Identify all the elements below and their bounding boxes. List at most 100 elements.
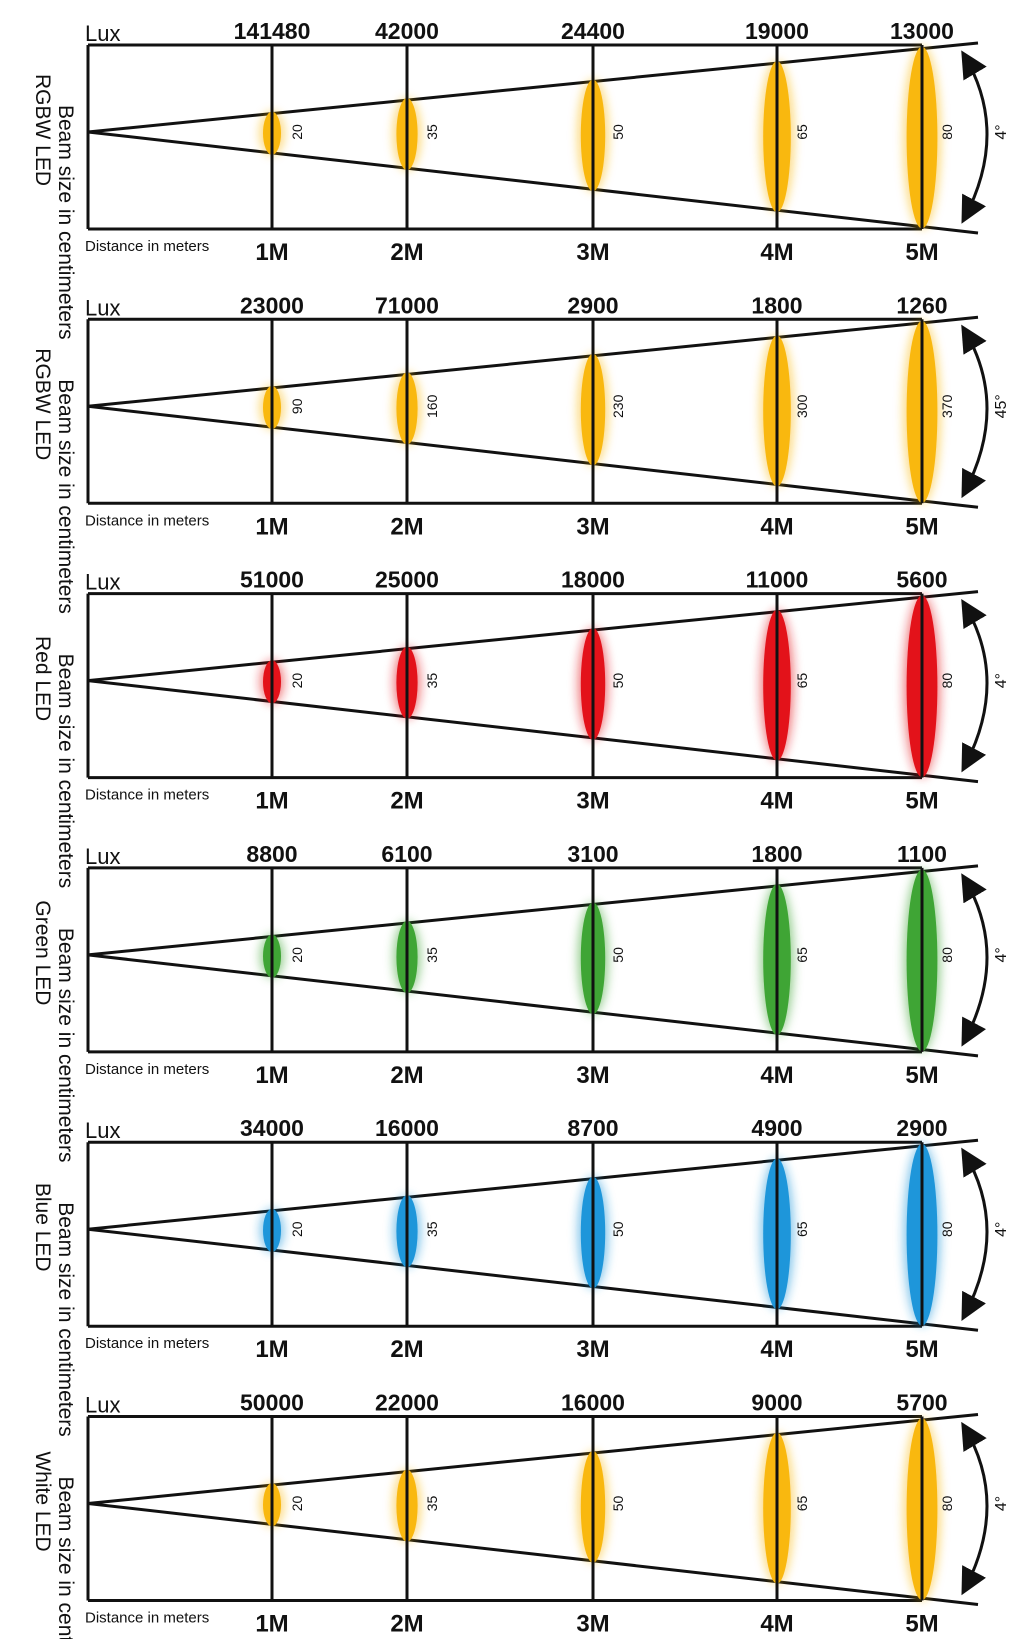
beam-size-value: 20 [289, 1496, 305, 1512]
lux-value: 25000 [375, 567, 439, 593]
beam-lower-edge [87, 953, 979, 1058]
lux-label: Lux [85, 1393, 120, 1418]
beam-size-value: 35 [424, 947, 440, 963]
beam-angle-arrow [961, 873, 989, 1047]
beam-size-value: 80 [939, 1221, 955, 1237]
beam-angle-value: 4° [993, 1222, 1010, 1237]
beam-lower-edge [87, 130, 979, 235]
distance-label: 1M [255, 1336, 288, 1363]
distance-label: 3M [576, 1336, 609, 1363]
lux-value: 16000 [561, 1390, 625, 1416]
distance-label: 2M [390, 1611, 423, 1638]
lux-value: 2900 [896, 1115, 947, 1141]
beam-angle-arrow [961, 598, 989, 773]
lux-value: 1800 [751, 841, 802, 867]
lux-label: Lux [85, 1118, 120, 1143]
distance-label: 4M [760, 239, 793, 266]
beam-size-value: 35 [424, 1221, 440, 1237]
beam-angle-arrow [961, 1421, 989, 1596]
beam-lower-edge [87, 1227, 979, 1332]
beam-lower-edge [87, 679, 979, 784]
distance-label: 1M [255, 1062, 288, 1089]
beam-size-value: 20 [289, 673, 305, 689]
beam-size-value: 90 [289, 398, 305, 414]
lux-value: 71000 [375, 292, 439, 318]
beam-size-value: 65 [794, 1496, 810, 1512]
beam-size-axis-label: Beam size in centimeters [54, 654, 77, 889]
beam-size-value: 20 [289, 947, 305, 963]
lux-value: 24400 [561, 18, 625, 44]
beam-size-value: 50 [610, 673, 626, 689]
led-type-label: RGBW LED [31, 74, 54, 186]
distance-label: 5M [905, 513, 938, 540]
beam-lower-edge [87, 404, 979, 509]
beam-size-value: 65 [794, 1221, 810, 1237]
distance-label: 5M [905, 1611, 938, 1638]
lux-value: 6100 [381, 841, 432, 867]
beam-size-axis-label: Beam size in centimeters [54, 379, 77, 614]
beam-angle-arrow [961, 1147, 989, 1321]
distance-label: 4M [760, 1336, 793, 1363]
distance-axis-label: Distance in meters [85, 787, 209, 804]
lux-value: 4900 [751, 1115, 802, 1141]
distance-axis-label: Distance in meters [85, 1335, 209, 1352]
distance-label: 3M [576, 1611, 609, 1638]
beam-angle-value: 4° [993, 1496, 1010, 1511]
beam-size-axis-label: Beam size in centimeters [54, 105, 77, 340]
lux-label: Lux [85, 21, 120, 46]
lux-value: 5700 [896, 1390, 947, 1416]
lux-value: 1800 [751, 292, 802, 318]
beam-size-value: 300 [794, 394, 810, 418]
lux-value: 8800 [246, 841, 297, 867]
distance-label: 5M [905, 1336, 938, 1363]
lux-value: 34000 [240, 1115, 304, 1141]
beam-size-value: 20 [289, 1221, 305, 1237]
beam-angle-value: 4° [993, 124, 1010, 139]
lux-value: 18000 [561, 567, 625, 593]
beam-size-value: 50 [610, 1496, 626, 1512]
distance-label: 5M [905, 788, 938, 815]
lux-value: 22000 [375, 1390, 439, 1416]
lux-value: 51000 [240, 567, 304, 593]
lux-value: 16000 [375, 1115, 439, 1141]
lux-value: 50000 [240, 1390, 304, 1416]
beam-angle-arrow [961, 50, 989, 224]
lux-value: 1100 [897, 841, 947, 867]
distance-label: 3M [576, 1062, 609, 1089]
distance-label: 2M [390, 513, 423, 540]
lux-value: 9000 [751, 1390, 802, 1416]
beam-size-axis-label: Beam size in centimeters [54, 928, 77, 1163]
beam-size-value: 50 [610, 947, 626, 963]
lux-value: 5600 [896, 567, 947, 593]
led-type-label: Red LED [31, 636, 54, 721]
beam-upper-edge [87, 864, 979, 957]
beam-angle-value: 45° [993, 394, 1010, 418]
lux-value: 3100 [567, 841, 618, 867]
beam-angle-value: 4° [993, 947, 1010, 962]
distance-label: 3M [576, 239, 609, 266]
beam-angle-arrow [961, 324, 989, 499]
distance-label: 1M [255, 1611, 288, 1638]
beam-size-value: 160 [424, 394, 440, 418]
distance-label: 1M [255, 239, 288, 266]
beam-upper-edge [87, 315, 979, 408]
lux-label: Lux [85, 844, 120, 869]
beam-size-value: 370 [939, 394, 955, 418]
beam-upper-edge [87, 41, 979, 134]
distance-axis-label: Distance in meters [85, 1061, 209, 1078]
beam-size-value: 80 [939, 1496, 955, 1512]
distance-axis-label: Distance in meters [85, 512, 209, 529]
lux-value: 8700 [567, 1115, 618, 1141]
beam-size-value: 65 [794, 673, 810, 689]
distance-label: 5M [905, 239, 938, 266]
beam-size-value: 50 [610, 1221, 626, 1237]
beam-size-value: 80 [939, 124, 955, 140]
distance-label: 2M [390, 788, 423, 815]
beam-size-axis-label: Beam size in centimeters [54, 1202, 77, 1437]
lux-value: 141480 [234, 18, 311, 44]
